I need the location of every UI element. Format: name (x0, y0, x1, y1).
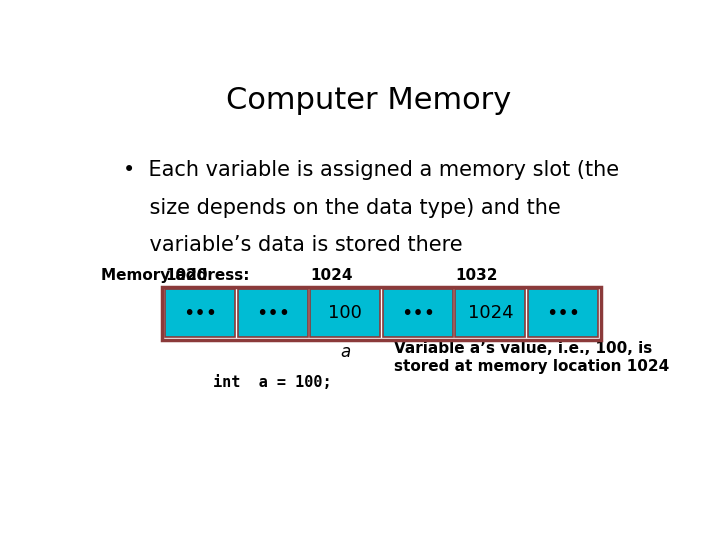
Text: •••: ••• (256, 303, 290, 323)
Text: 1020: 1020 (166, 268, 208, 283)
Text: Memory address:: Memory address: (101, 268, 250, 283)
Text: int  a = 100;: int a = 100; (213, 375, 332, 389)
Text: 100: 100 (328, 304, 362, 322)
Text: Variable a’s value, i.e., 100, is
stored at memory location 1024: Variable a’s value, i.e., 100, is stored… (394, 341, 670, 374)
Bar (238, 289, 307, 337)
Text: •  Each variable is assigned a memory slot (the: • Each variable is assigned a memory slo… (124, 160, 620, 180)
Text: 1032: 1032 (456, 268, 498, 283)
Text: •••: ••• (401, 303, 435, 323)
Text: •••: ••• (183, 303, 217, 323)
Text: variable’s data is stored there: variable’s data is stored there (124, 235, 463, 255)
Bar (166, 289, 235, 337)
Bar (456, 289, 526, 337)
Text: size depends on the data type) and the: size depends on the data type) and the (124, 198, 561, 218)
Text: •••: ••• (546, 303, 580, 323)
Bar (310, 289, 380, 337)
Bar (383, 289, 453, 337)
Text: 1024: 1024 (467, 304, 513, 322)
Text: a: a (340, 343, 351, 361)
Bar (528, 289, 598, 337)
Bar (162, 287, 601, 340)
Text: 1024: 1024 (310, 268, 353, 283)
Text: Computer Memory: Computer Memory (226, 85, 512, 114)
